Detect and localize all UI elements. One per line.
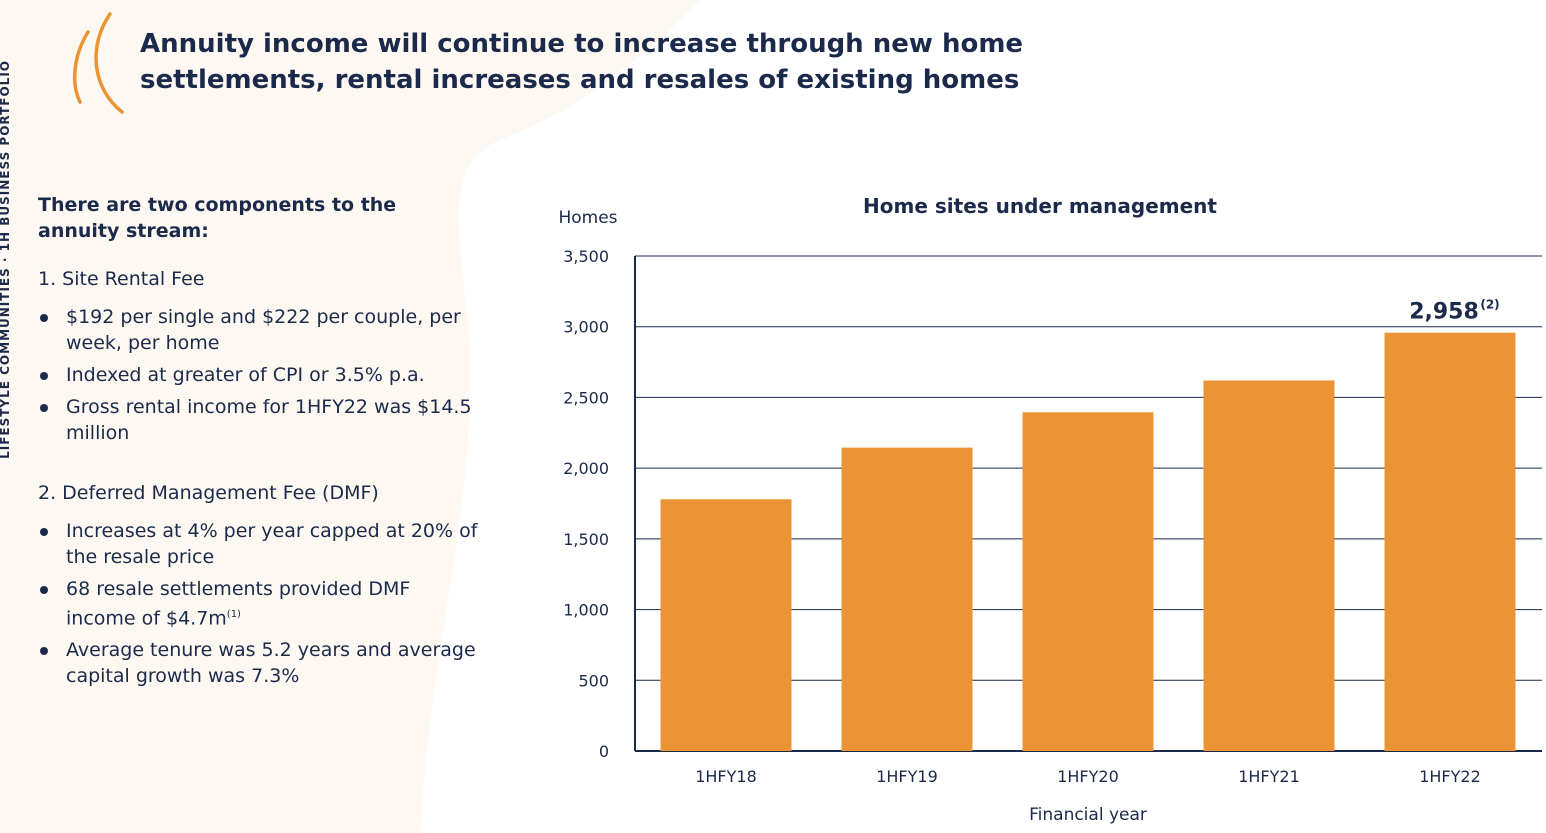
y-tick-label: 1,000 xyxy=(563,601,609,620)
list-item: Gross rental income for 1HFY22 was $14.5… xyxy=(38,394,478,446)
bar-1hfy20 xyxy=(1022,412,1154,751)
bar-1hfy18 xyxy=(660,499,792,751)
y-axis-label: Homes xyxy=(558,208,617,228)
dmf-list: Increases at 4% per year capped at 20% o… xyxy=(38,518,478,689)
bullet-icon xyxy=(40,586,48,594)
bullet-icon xyxy=(40,372,48,380)
dmf-heading: 2. Deferred Management Fee (DMF) xyxy=(38,482,379,504)
y-tick-label: 2,500 xyxy=(563,388,609,407)
y-tick-label: 3,500 xyxy=(563,247,609,266)
list-item-text: $192 per single and $222 per couple, per… xyxy=(66,306,461,354)
y-tick-label: 3,000 xyxy=(563,318,609,337)
footnote-marker: (1) xyxy=(226,609,241,620)
x-tick-label: 1HFY18 xyxy=(695,767,757,786)
page-title: Annuity income will continue to increase… xyxy=(140,26,1040,98)
list-item-text: Gross rental income for 1HFY22 was $14.5… xyxy=(66,396,472,444)
list-item-text: Average tenure was 5.2 years and average… xyxy=(66,639,476,688)
y-tick-label: 0 xyxy=(599,742,609,761)
y-tick-label: 1,500 xyxy=(563,530,609,549)
bar-1hfy21 xyxy=(1203,380,1335,751)
data-label-footnote: (2) xyxy=(1480,298,1499,312)
title-line-2: settlements, rental increases and resale… xyxy=(140,65,1020,95)
bullet-icon xyxy=(40,404,48,412)
y-tick-label: 2,000 xyxy=(563,459,609,478)
title-line-1: Annuity income will continue to increase… xyxy=(140,29,1024,59)
x-tick-label: 1HFY20 xyxy=(1057,767,1119,786)
site-rental-fee-heading: 1. Site Rental Fee xyxy=(38,268,205,290)
list-item: Average tenure was 5.2 years and average… xyxy=(38,637,478,689)
list-item: 68 resale settlements provided DMF incom… xyxy=(38,576,478,631)
double-arc-icon xyxy=(73,12,124,114)
bullet-icon xyxy=(40,314,48,322)
annuity-components-panel: There are two components to the annuity … xyxy=(38,192,478,695)
list-item-text: Increases at 4% per year capped at 20% o… xyxy=(66,520,478,568)
bar-1hfy19 xyxy=(841,447,973,751)
list-item: Indexed at greater of CPI or 3.5% p.a. xyxy=(38,362,478,388)
y-tick-label: 500 xyxy=(578,671,609,690)
data-label: 2,958 xyxy=(1409,300,1479,325)
x-tick-label: 1HFY21 xyxy=(1238,767,1300,786)
list-item: Increases at 4% per year capped at 20% o… xyxy=(38,518,478,570)
x-tick-label: 1HFY19 xyxy=(876,767,938,786)
bullet-icon xyxy=(40,528,48,536)
list-item-text: 68 resale settlements provided DMF incom… xyxy=(66,578,411,630)
chart-title: Home sites under management xyxy=(863,194,1217,218)
list-item-text: Indexed at greater of CPI or 3.5% p.a. xyxy=(66,364,425,386)
x-tick-label: 1HFY22 xyxy=(1419,767,1481,786)
bullet-icon xyxy=(40,647,48,656)
x-axis-label: Financial year xyxy=(1029,805,1147,825)
bar-1hfy22 xyxy=(1384,332,1516,751)
intro-text: There are two components to the annuity … xyxy=(38,194,397,242)
site-rental-fee-list: $192 per single and $222 per couple, per… xyxy=(38,304,478,446)
list-item: $192 per single and $222 per couple, per… xyxy=(38,304,478,356)
